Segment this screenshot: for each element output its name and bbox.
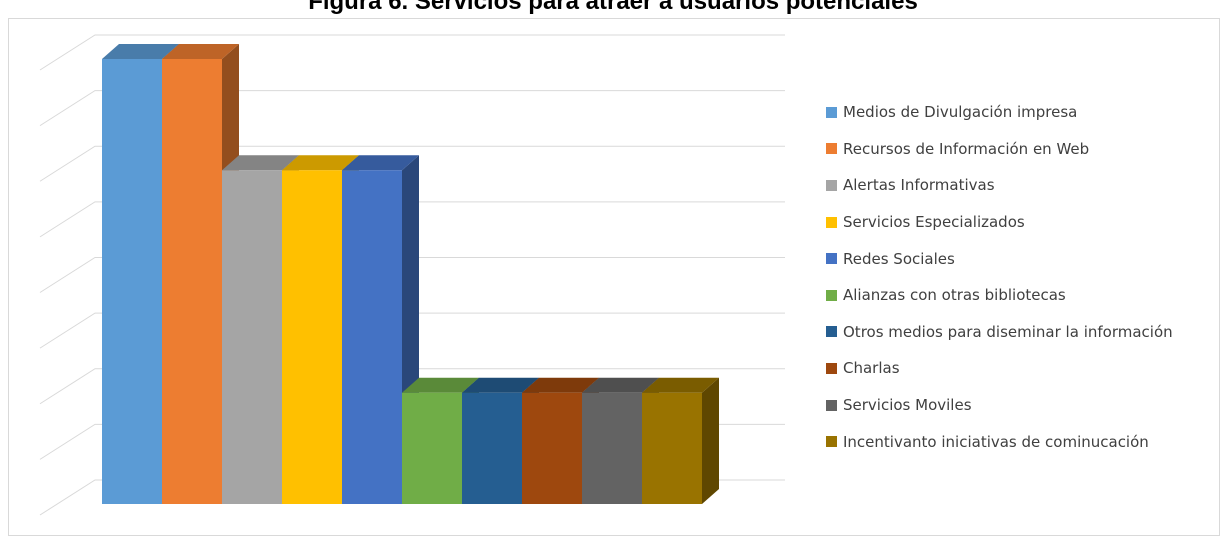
bar-top (402, 377, 479, 393)
legend-swatch (826, 253, 837, 265)
gridline (39, 34, 785, 71)
legend-label: Recursos de Información en Web (843, 139, 1090, 158)
legend-label: Incentivanto iniciativas de cominucación (843, 432, 1149, 451)
bar (642, 377, 719, 504)
legend-item: Alianzas con otras bibliotecas (826, 277, 1173, 314)
gridline (39, 368, 785, 405)
gridline (39, 312, 785, 349)
legend-label: Alertas Informativas (843, 176, 995, 195)
bar-top (462, 377, 539, 393)
bar-front (342, 170, 402, 504)
legend-swatch (826, 399, 837, 411)
bar-top (162, 44, 239, 59)
bar-front (102, 59, 162, 504)
legend-item: Servicios Especializados (826, 204, 1173, 241)
bar-front (462, 392, 522, 504)
legend-swatch (826, 326, 837, 338)
legend-label: Otros medios para diseminar la informaci… (843, 322, 1173, 341)
gridline (39, 145, 785, 182)
legend-item: Medios de Divulgación impresa (826, 94, 1173, 131)
legend-item: Alertas Informativas (826, 167, 1173, 204)
legend-label: Charlas (843, 359, 900, 378)
legend-label: Alianzas con otras bibliotecas (843, 286, 1066, 305)
legend-label: Medios de Divulgación impresa (843, 103, 1078, 122)
legend-label: Servicios Especializados (843, 213, 1025, 232)
legend-item: Redes Sociales (826, 240, 1173, 277)
gridline (39, 90, 785, 127)
legend-swatch (826, 216, 837, 228)
bar-front (582, 392, 642, 504)
chart-title: Figura 6. Servicios para atraer a usuari… (308, 0, 918, 15)
legend-swatch (826, 362, 837, 374)
bar-front (162, 59, 222, 504)
bar-front (222, 170, 282, 504)
bar-front (402, 392, 462, 504)
bar-side (702, 377, 719, 504)
chart-legend: Medios de Divulgación impresa Recursos de… (826, 94, 1173, 460)
legend-swatch (826, 106, 837, 118)
legend-item: Charlas (826, 350, 1173, 387)
legend-item: Otros medios para diseminar la informaci… (826, 314, 1173, 351)
bar-top (642, 377, 719, 393)
legend-swatch (826, 143, 837, 155)
bar-top (282, 155, 359, 171)
bar-top (522, 377, 599, 393)
bar-top (582, 377, 659, 393)
legend-item: Incentivanto iniciativas de cominucación (826, 423, 1173, 460)
bar-front (522, 392, 582, 504)
legend-swatch (826, 289, 837, 301)
legend-item: Servicios Moviles (826, 387, 1173, 424)
bar-front (642, 392, 702, 504)
legend-item: Recursos de Información en Web (826, 131, 1173, 168)
gridline (39, 257, 785, 293)
bar-top (222, 155, 299, 171)
bar-front (282, 170, 342, 504)
legend-swatch (826, 179, 837, 191)
legend-label: Redes Sociales (843, 249, 955, 268)
legend-label: Servicios Moviles (843, 396, 972, 415)
bar-top (342, 155, 419, 171)
gridline (39, 201, 785, 238)
bar-top (102, 44, 179, 59)
legend-swatch (826, 436, 837, 448)
